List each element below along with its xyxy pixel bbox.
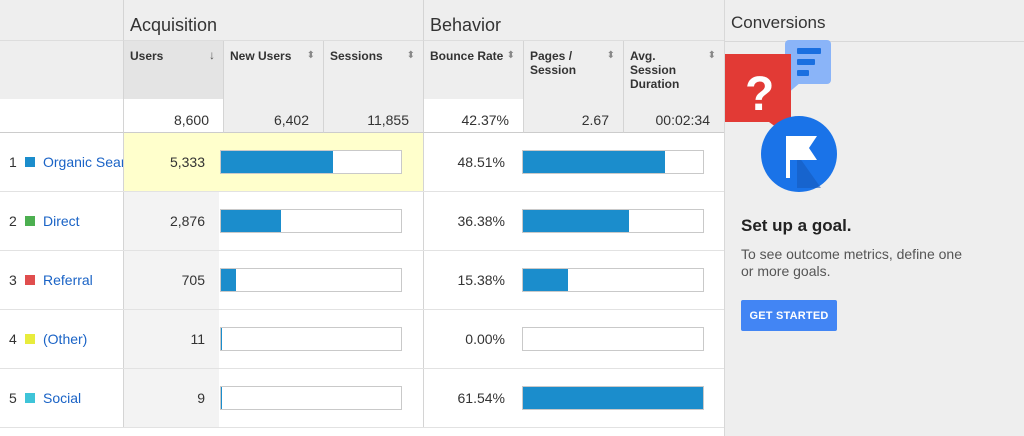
group-header-behavior: Behavior: [423, 0, 724, 41]
total-new-users: 6,402: [223, 99, 323, 133]
channel-color-swatch: [25, 216, 35, 226]
users-value: 705: [181, 272, 205, 288]
users-cell: [123, 251, 219, 309]
sort-icon[interactable]: ⬍: [306, 50, 315, 61]
bounce-rate-bar: [522, 268, 704, 292]
channel-link[interactable]: Social: [43, 390, 82, 406]
channel-color-swatch: [25, 275, 35, 285]
bounce-rate-bar-fill: [523, 210, 629, 232]
users-share-bar: [220, 268, 402, 292]
bounce-rate-value: 36.38%: [457, 213, 505, 229]
sort-icon[interactable]: ⬍: [506, 50, 515, 61]
users-value: 11: [190, 331, 205, 347]
table-row: 1 Organic Search 5,333 48.51%: [0, 133, 724, 192]
goal-title: Set up a goal.: [741, 216, 852, 235]
get-started-button[interactable]: GET STARTED: [741, 300, 837, 331]
bounce-cell: [423, 369, 520, 427]
channel-link[interactable]: Direct: [43, 213, 80, 229]
sort-icon[interactable]: ⬍: [606, 50, 615, 61]
channel-link[interactable]: Referral: [43, 272, 93, 288]
total-avg-session-duration: 00:02:34: [623, 99, 724, 133]
sessions-header-label: Sessions: [330, 49, 383, 63]
users-share-bar: [220, 386, 402, 410]
users-share-bar: [220, 209, 402, 233]
column-header-dimension: [0, 41, 123, 99]
users-share-bar-fill: [221, 387, 222, 409]
goal-description: To see outcome metrics, define one or mo…: [741, 246, 963, 279]
table-row: 5 Social 9 61.54%: [0, 369, 724, 428]
users-share-bar-fill: [221, 151, 333, 173]
avg-duration-header-label: Avg. Session Duration: [630, 49, 680, 91]
row-index: 3: [9, 272, 17, 288]
users-cell: [123, 369, 219, 427]
column-header-avg-session-duration[interactable]: Avg. Session Duration ⬍: [623, 41, 724, 99]
users-header-label: Users: [130, 49, 164, 63]
bounce-rate-bar: [522, 150, 704, 174]
channel-link[interactable]: Organic Search: [43, 154, 123, 170]
users-share-bar: [220, 150, 402, 174]
table-row: 4 (Other) 11 0.00%: [0, 310, 724, 369]
sort-desc-icon[interactable]: ↓: [209, 48, 215, 62]
column-header-pages-session[interactable]: Pages / Session ⬍: [523, 41, 623, 99]
row-index: 4: [9, 331, 17, 347]
channel-link[interactable]: (Other): [43, 331, 88, 347]
users-cell: [123, 133, 219, 191]
bounce-rate-bar-fill: [523, 387, 703, 409]
new-users-header-label: New Users: [230, 49, 292, 63]
row-index: 2: [9, 213, 17, 229]
pages-session-header-label: Pages / Session: [530, 49, 577, 77]
channel-color-swatch: [25, 334, 35, 344]
users-share-bar-fill: [221, 210, 281, 232]
total-bounce-rate: 42.37%: [423, 99, 523, 133]
bounce-cell: [423, 251, 520, 309]
users-value: 2,876: [169, 213, 205, 229]
goal-illustration-icon: ?: [725, 40, 837, 192]
bounce-rate-bar: [522, 209, 704, 233]
conversions-divider: [725, 41, 1024, 42]
users-value: 5,333: [169, 154, 205, 170]
conversions-panel: Conversions ? Set up a goal. To see outc…: [724, 0, 1024, 436]
bounce-cell: [423, 133, 520, 191]
row-index: 1: [9, 154, 17, 170]
users-share-bar-fill: [221, 328, 222, 350]
acquisition-title: Acquisition: [130, 15, 218, 35]
total-pages-session: 2.67: [523, 99, 623, 133]
bounce-rate-bar-fill: [523, 269, 568, 291]
bounce-rate-value: 61.54%: [457, 390, 505, 406]
sort-icon[interactable]: ⬍: [707, 50, 716, 61]
bounce-rate-header-label: Bounce Rate: [430, 49, 504, 63]
sort-icon[interactable]: ⬍: [406, 50, 415, 61]
column-header-users[interactable]: Users ↓: [123, 41, 223, 99]
total-sessions: 11,855: [323, 99, 423, 133]
bounce-rate-value: 0.00%: [465, 331, 505, 347]
bounce-rate-bar: [522, 327, 704, 351]
users-cell: [123, 310, 219, 368]
users-share-bar: [220, 327, 402, 351]
bounce-cell: [423, 192, 520, 250]
group-header-spacer: [0, 0, 123, 41]
total-users: 8,600: [123, 99, 223, 133]
conversions-title: Conversions: [731, 13, 826, 32]
row-index: 5: [9, 390, 17, 406]
totals-label-cell: [0, 99, 123, 133]
column-header-bounce-rate[interactable]: Bounce Rate ⬍: [423, 41, 523, 99]
users-share-bar-fill: [221, 269, 236, 291]
column-header-new-users[interactable]: New Users ⬍: [223, 41, 323, 99]
users-cell: [123, 192, 219, 250]
bounce-cell: [423, 310, 520, 368]
channel-color-swatch: [25, 157, 35, 167]
users-value: 9: [197, 390, 205, 406]
svg-text:?: ?: [745, 68, 774, 121]
bounce-rate-value: 15.38%: [457, 272, 505, 288]
bounce-rate-bar: [522, 386, 704, 410]
bounce-rate-bar-fill: [523, 151, 665, 173]
behavior-title: Behavior: [430, 15, 502, 35]
bounce-rate-value: 48.51%: [457, 154, 505, 170]
table-row: 2 Direct 2,876 36.38%: [0, 192, 724, 251]
group-header-acquisition: Acquisition: [123, 0, 423, 41]
channel-color-swatch: [25, 393, 35, 403]
column-header-sessions[interactable]: Sessions ⬍: [323, 41, 423, 99]
table-row: 3 Referral 705 15.38%: [0, 251, 724, 310]
